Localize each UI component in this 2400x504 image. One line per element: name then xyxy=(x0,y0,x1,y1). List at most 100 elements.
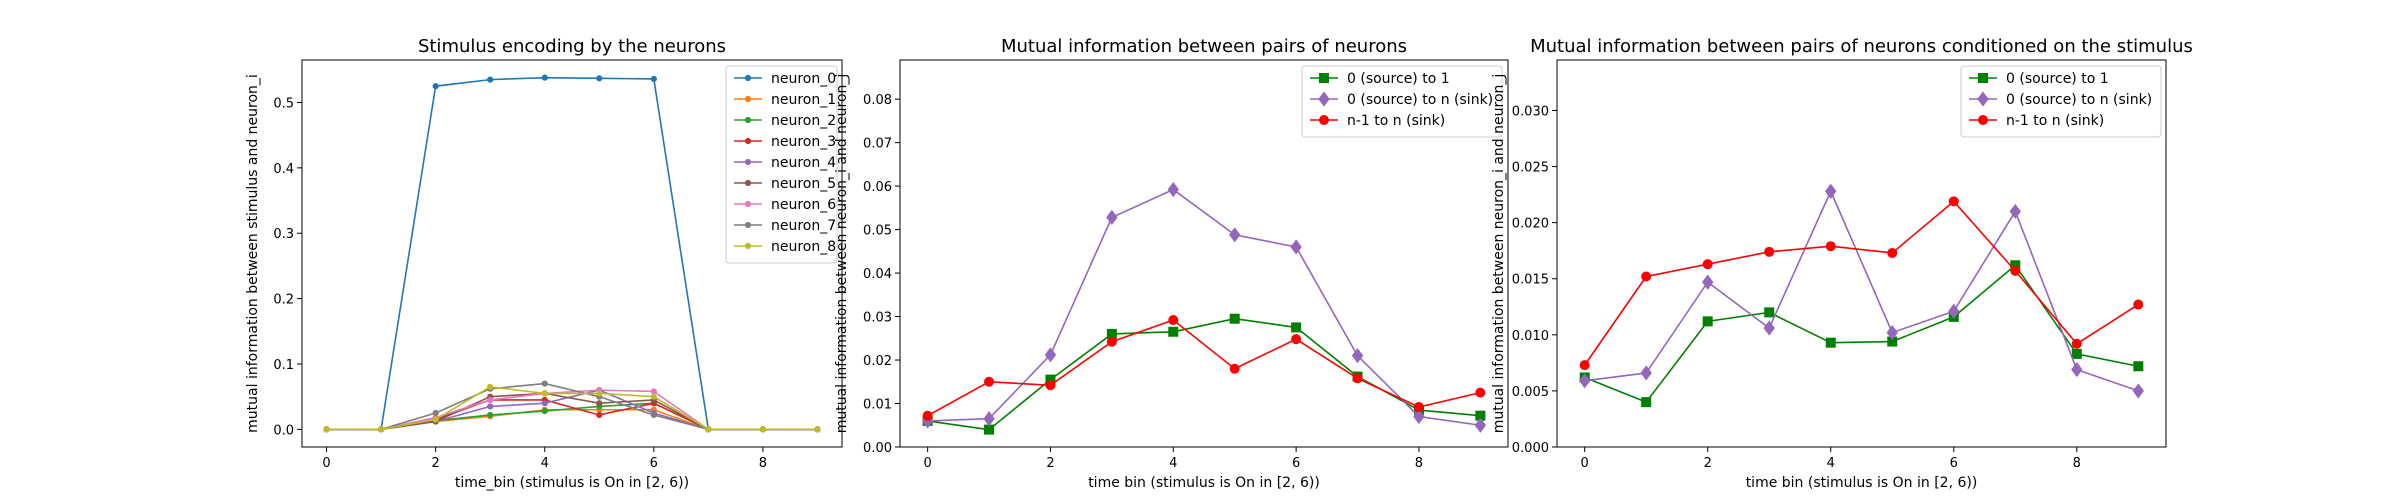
data-point xyxy=(1168,326,1179,337)
series-0-source-to-n-sink- xyxy=(1578,183,2145,399)
series-neuron-1 xyxy=(323,406,821,433)
x-tick-label: 2 xyxy=(1046,456,1054,471)
data-point xyxy=(1825,337,1836,348)
data-point xyxy=(432,409,439,417)
data-point xyxy=(1702,316,1713,327)
data-point xyxy=(2071,338,2082,349)
data-point xyxy=(1229,227,1241,243)
legend-label: 0 (source) to n (sink) xyxy=(2006,92,2152,108)
x-axis-label: time_bin (stimulus is On in [2, 6)) xyxy=(455,475,689,491)
data-point xyxy=(1291,334,1302,345)
data-point xyxy=(1413,401,1424,412)
data-point xyxy=(596,400,603,407)
data-point xyxy=(1229,313,1240,324)
data-point xyxy=(1887,247,1898,258)
chart-panel-1: Stimulus encoding by the neurons 0 2 4 6 8 0.0… xyxy=(245,36,843,491)
legend-marker xyxy=(744,242,752,250)
legend-marker xyxy=(1319,115,1329,125)
data-point xyxy=(759,426,767,433)
axes-frame xyxy=(899,59,1509,448)
legend-marker xyxy=(744,158,752,166)
series-0-source-to-1 xyxy=(1579,260,2144,408)
data-point xyxy=(1702,274,1714,290)
data-point xyxy=(984,376,995,387)
data-point xyxy=(541,74,548,81)
x-tick-label: 6 xyxy=(1292,456,1300,471)
y-axis-label: mutual information between stimulus and … xyxy=(245,74,261,433)
data-point xyxy=(705,426,712,433)
legend-marker xyxy=(1319,73,1329,83)
data-point xyxy=(984,424,995,435)
data-point xyxy=(650,393,657,400)
data-point xyxy=(1702,259,1713,270)
legend-marker xyxy=(1318,91,1330,107)
x-tick-label: 0 xyxy=(1581,456,1589,471)
series-n-1-to-n-sink- xyxy=(1579,196,2144,371)
x-axis-label: time bin (stimulus is On in [2, 6)) xyxy=(1088,475,1320,491)
series-line xyxy=(1584,189,2139,392)
data-point xyxy=(323,426,330,433)
y-tick-label: 0.0 xyxy=(273,423,294,438)
legend-marker xyxy=(744,95,752,103)
y-tick-label: 0.01 xyxy=(863,398,892,413)
data-point xyxy=(596,411,603,419)
data-point xyxy=(1825,183,1837,199)
legend: 0 (source) to 1 0 (source) to n (sink) n-1… xyxy=(1960,65,2162,138)
data-point xyxy=(1290,239,1302,255)
data-point xyxy=(2133,361,2144,372)
y-axis-label: mutual information between neuron_i and … xyxy=(834,74,850,434)
data-point xyxy=(650,388,657,395)
data-point xyxy=(432,83,439,90)
y-tick-label: 0.030 xyxy=(1512,104,1549,119)
data-point xyxy=(487,76,494,83)
x-tick-label: 8 xyxy=(2073,456,2081,471)
data-point xyxy=(1351,348,1364,364)
data-point xyxy=(541,380,548,387)
x-tick-label: 4 xyxy=(1169,456,1177,471)
axes-frame xyxy=(1556,59,2167,448)
data-point xyxy=(1475,387,1486,398)
x-tick-label: 4 xyxy=(541,456,549,471)
data-point xyxy=(1641,271,1652,282)
x-tick-label: 2 xyxy=(1704,456,1712,471)
legend-marker xyxy=(744,137,752,145)
x-tick-label: 0 xyxy=(923,456,931,471)
y-tick-label: 0.4 xyxy=(273,162,294,177)
series-line xyxy=(1584,200,2139,366)
legend-label: neuron_8 xyxy=(771,239,836,255)
data-point xyxy=(487,396,494,404)
data-point xyxy=(487,403,494,410)
data-point xyxy=(1291,322,1302,333)
data-point xyxy=(2133,299,2144,310)
data-point xyxy=(1825,241,1836,252)
data-point xyxy=(487,383,494,390)
y-axis-label: mutual information between neuron_i and … xyxy=(1491,74,1507,434)
data-point xyxy=(377,426,385,433)
y-tick-label: 0.07 xyxy=(863,137,892,152)
legend: 0 (source) to 1 0 (source) to n (sink) n-1… xyxy=(1301,65,1503,138)
legend-label: neuron_5 xyxy=(771,176,836,192)
data-point xyxy=(650,411,657,419)
legend-box xyxy=(1960,65,2162,138)
y-tick-label: 0.020 xyxy=(1512,217,1549,232)
legend-label: neuron_1 xyxy=(771,92,836,108)
chart-panel-3: Mutual information between pairs of neur… xyxy=(1491,36,2193,491)
y-tick-label: 0.05 xyxy=(863,224,892,239)
legend-label: neuron_6 xyxy=(771,197,836,213)
data-point xyxy=(2010,265,2021,276)
legend-marker xyxy=(1978,73,1988,83)
data-point xyxy=(596,75,603,82)
y-tick-label: 0.015 xyxy=(1512,273,1549,288)
data-point xyxy=(650,75,657,83)
data-point xyxy=(2132,383,2145,399)
data-point xyxy=(1106,209,1118,225)
data-point xyxy=(983,411,995,427)
legend-label: 0 (source) to n (sink) xyxy=(1347,92,1493,108)
legend-marker xyxy=(744,116,752,124)
data-point xyxy=(1948,303,1960,319)
series-line xyxy=(1584,264,2139,404)
data-point xyxy=(1578,373,1591,389)
x-axis-label: time bin (stimulus is On in [2, 6)) xyxy=(1746,475,1978,491)
